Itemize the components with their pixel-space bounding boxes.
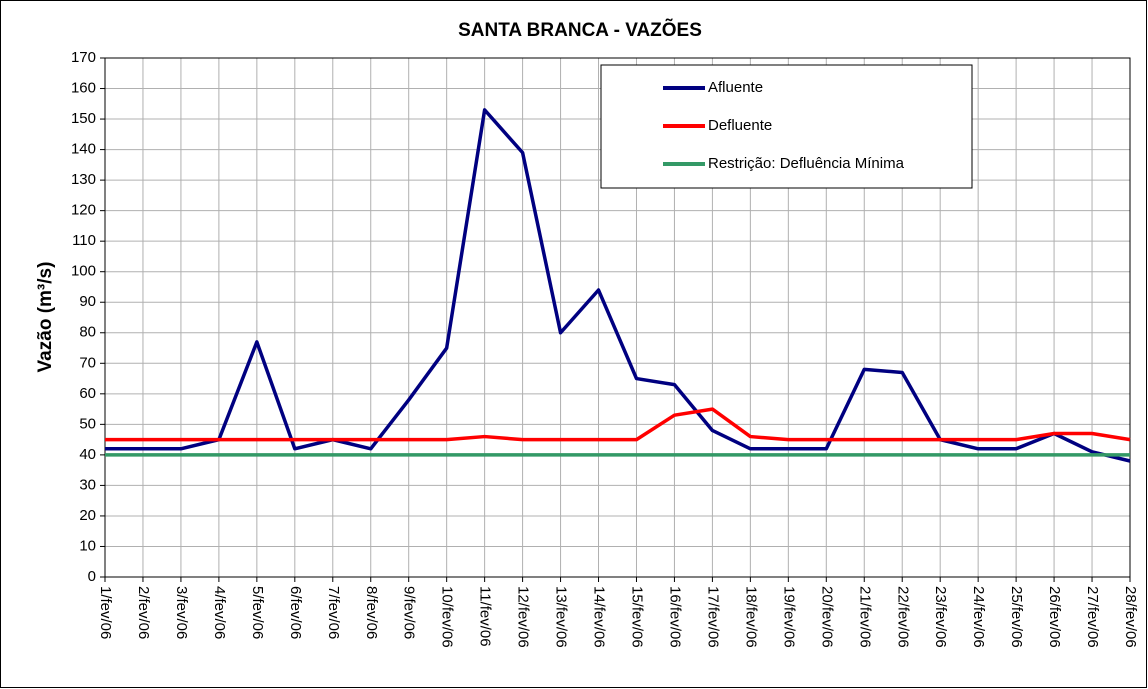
y-tick-label: 20 xyxy=(79,507,96,524)
x-tick-label: 8/fev/06 xyxy=(363,586,380,639)
y-tick-label: 30 xyxy=(79,476,96,493)
y-tick-label: 110 xyxy=(72,232,96,249)
legend-label: Afluente xyxy=(708,79,763,96)
x-tick-label: 2/fev/06 xyxy=(135,586,152,639)
x-tick-label: 3/fev/06 xyxy=(173,586,190,639)
x-tick-label: 16/fev/06 xyxy=(666,586,683,648)
x-tick-label: 7/fev/06 xyxy=(325,586,342,639)
x-tick-label: 22/fev/06 xyxy=(894,586,911,648)
x-tick-label: 25/fev/06 xyxy=(1008,586,1025,648)
x-tick-label: 4/fev/06 xyxy=(211,586,228,639)
x-tick-label: 11/fev/06 xyxy=(477,586,494,647)
x-tick-label: 12/fev/06 xyxy=(515,586,532,648)
x-tick-label: 23/fev/06 xyxy=(932,586,949,648)
x-tick-label: 21/fev/06 xyxy=(856,586,873,648)
legend-label: Defluente xyxy=(708,117,772,134)
x-tick-label: 6/fev/06 xyxy=(287,586,304,639)
y-tick-label: 0 xyxy=(88,568,96,585)
y-tick-label: 100 xyxy=(71,263,96,280)
plot-border xyxy=(104,57,1131,578)
x-tick-label: 14/fev/06 xyxy=(591,586,608,648)
x-tick-label: 15/fev/06 xyxy=(629,586,646,648)
y-tick-label: 80 xyxy=(79,324,96,341)
x-tick-label: 1/fev/06 xyxy=(97,586,114,639)
x-tick-label: 27/fev/06 xyxy=(1084,586,1101,648)
y-tick-label: 10 xyxy=(79,537,96,554)
legend-label: Restrição: Defluência Mínima xyxy=(708,155,905,172)
y-tick-label: 150 xyxy=(71,110,96,127)
legend-box xyxy=(600,64,973,189)
y-tick-label: 70 xyxy=(79,354,96,371)
series-line xyxy=(105,108,1131,463)
y-tick-label: 90 xyxy=(79,293,96,310)
x-tick-label: 19/fev/06 xyxy=(780,586,797,648)
x-tick-label: 17/fev/06 xyxy=(704,586,721,648)
y-tick-label: 50 xyxy=(79,415,96,432)
chart-title: SANTA BRANCA - VAZÕES xyxy=(458,19,702,41)
x-tick-label: 26/fev/06 xyxy=(1046,586,1063,648)
series-line xyxy=(105,407,1131,442)
y-tick-label: 60 xyxy=(79,385,96,402)
y-tick-label: 120 xyxy=(71,202,96,219)
x-tick-label: 18/fev/06 xyxy=(742,586,759,648)
y-tick-label: 140 xyxy=(71,141,96,158)
y-tick-label: 40 xyxy=(79,446,96,463)
x-tick-label: 5/fev/06 xyxy=(249,586,266,639)
y-axis-label: Vazão (m³/s) xyxy=(35,262,56,373)
x-tick-label: 13/fev/06 xyxy=(553,586,570,648)
y-tick-label: 160 xyxy=(71,79,96,96)
x-tick-label: 24/fev/06 xyxy=(970,586,987,648)
y-tick-label: 170 xyxy=(71,49,96,66)
x-tick-label: 9/fev/06 xyxy=(401,586,418,639)
x-tick-label: 10/fev/06 xyxy=(439,586,456,648)
x-tick-label: 20/fev/06 xyxy=(818,586,835,648)
y-tick-label: 130 xyxy=(71,171,96,188)
x-tick-label: 28/fev/06 xyxy=(1122,586,1139,648)
